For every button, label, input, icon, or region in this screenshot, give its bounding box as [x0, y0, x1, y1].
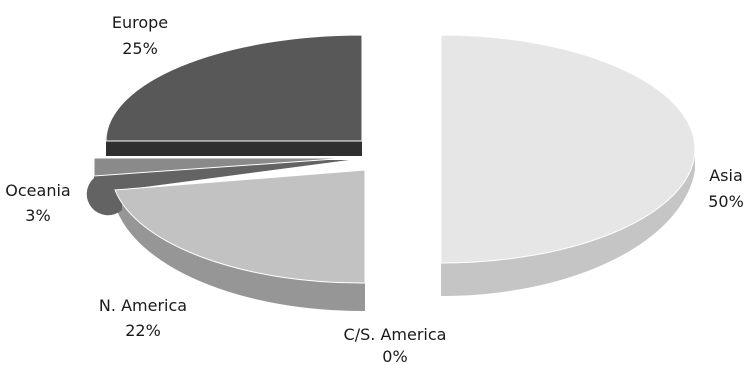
label-c-s-america-percent: 0%	[382, 347, 407, 365]
slice-side-asia	[441, 155, 695, 297]
slice-side-europe	[106, 141, 362, 156]
label-europe-percent: 25%	[122, 39, 158, 58]
slice-labels: Europe 25% Oceania 3% N. America 22% C/S…	[5, 13, 744, 365]
label-oceania-percent: 3%	[25, 206, 50, 225]
slice-asia	[440, 34, 696, 264]
slice-europe	[105, 34, 363, 142]
label-n-america-percent: 22%	[125, 321, 161, 340]
label-c-s-america-name: C/S. America	[344, 325, 447, 344]
slice-sides	[86, 141, 695, 312]
label-europe-name: Europe	[112, 13, 168, 32]
label-asia-name: Asia	[709, 166, 743, 185]
label-asia-percent: 50%	[708, 192, 744, 211]
label-oceania-name: Oceania	[5, 181, 70, 200]
slice-side-oceania	[86, 160, 350, 216]
slice-n-america	[114, 169, 366, 284]
label-n-america-name: N. America	[99, 296, 187, 315]
slice-oceania	[93, 157, 350, 177]
slice-side-n-america	[115, 190, 365, 312]
slice-tops	[93, 34, 696, 284]
